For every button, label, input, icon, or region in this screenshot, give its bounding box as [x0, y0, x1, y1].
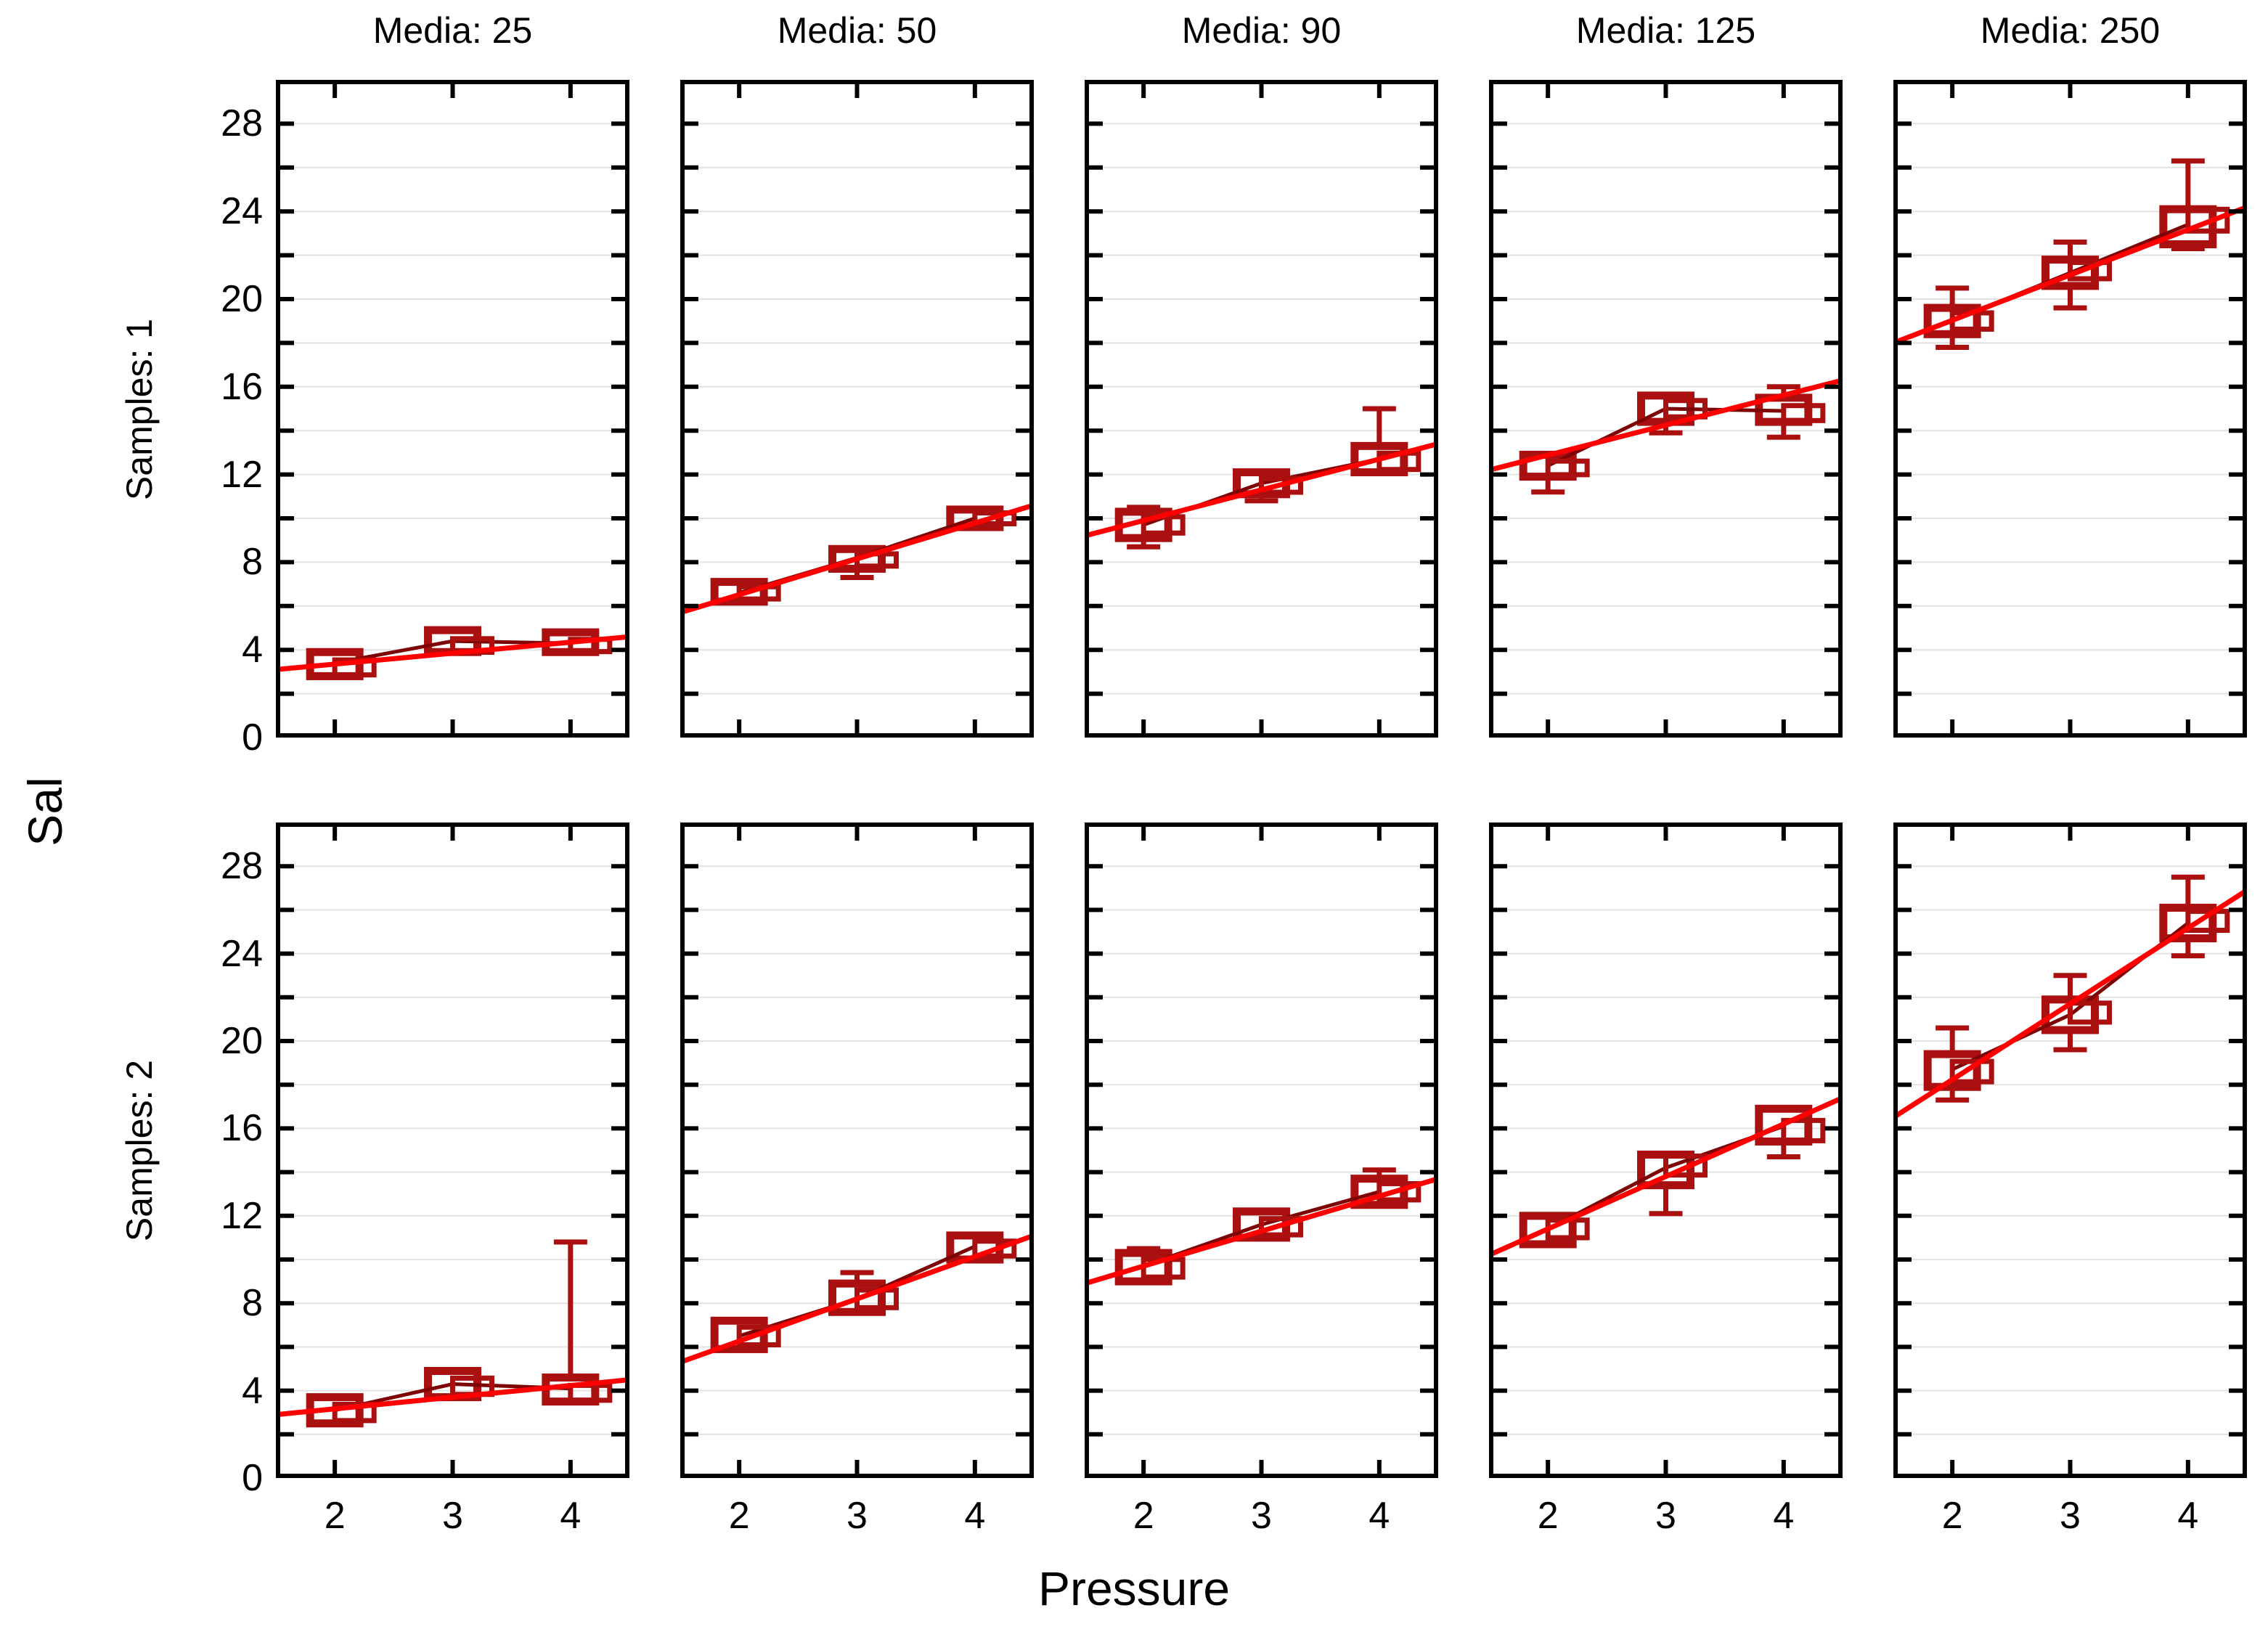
x-tick-label: 2 [324, 1495, 346, 1537]
panel-2-media-125 [1489, 822, 1843, 1478]
x-tick-label: 2 [728, 1495, 750, 1537]
x-tick-label: 4 [2177, 1495, 2199, 1537]
panel-2-media-90 [1085, 822, 1438, 1478]
panel-2-media-250 [1893, 822, 2247, 1478]
y-tick-label: 8 [242, 541, 263, 584]
x-tick-label: 2 [1537, 1495, 1559, 1537]
column-title-media-90: Media: 90 [1181, 10, 1342, 51]
x-axis-title: Pressure [1037, 1562, 1231, 1615]
column-title-media-50: Media: 50 [777, 10, 937, 51]
x-tick-label: 2 [1133, 1495, 1154, 1537]
panel-2-media-25 [276, 822, 629, 1478]
column-title-media-250: Media: 250 [1980, 10, 2161, 51]
x-tick-label: 3 [442, 1495, 463, 1537]
x-tick-label: 2 [1941, 1495, 1963, 1537]
x-tick-label: 4 [560, 1495, 582, 1537]
panel-1-media-250 [1893, 80, 2247, 738]
y-tick-label: 4 [242, 629, 263, 672]
y-tick-label: 0 [242, 1457, 263, 1499]
column-title-media-125: Media: 125 [1575, 10, 1756, 51]
x-tick-label: 4 [1773, 1495, 1795, 1537]
y-tick-label: 16 [221, 365, 263, 408]
column-title-media-25: Media: 25 [372, 10, 533, 51]
x-tick-label: 4 [1368, 1495, 1390, 1537]
y-tick-label: 12 [221, 1194, 263, 1237]
y-tick-label: 20 [221, 278, 263, 320]
panel-1-media-50 [680, 80, 1034, 738]
y-tick-label: 4 [242, 1369, 263, 1412]
x-tick-label: 3 [2060, 1495, 2081, 1537]
panel-1-media-25 [276, 80, 629, 738]
y-tick-label: 12 [221, 453, 263, 496]
y-tick-label: 28 [221, 845, 263, 888]
y-tick-label: 24 [221, 932, 263, 975]
y-tick-label: 8 [242, 1282, 263, 1325]
panel-1-media-90 [1085, 80, 1438, 738]
panel-2-media-50 [680, 822, 1034, 1478]
x-tick-label: 4 [964, 1495, 986, 1537]
y-axis-title: Sal [18, 777, 72, 846]
y-tick-label: 24 [221, 190, 263, 233]
y-tick-label: 0 [242, 717, 263, 759]
x-tick-label: 3 [847, 1495, 868, 1537]
x-tick-label: 3 [1655, 1495, 1676, 1537]
y-tick-label: 16 [221, 1107, 263, 1150]
panel-1-media-125 [1489, 80, 1843, 738]
y-tick-label: 28 [221, 102, 263, 145]
y-tick-label: 20 [221, 1020, 263, 1062]
x-tick-label: 3 [1251, 1495, 1272, 1537]
